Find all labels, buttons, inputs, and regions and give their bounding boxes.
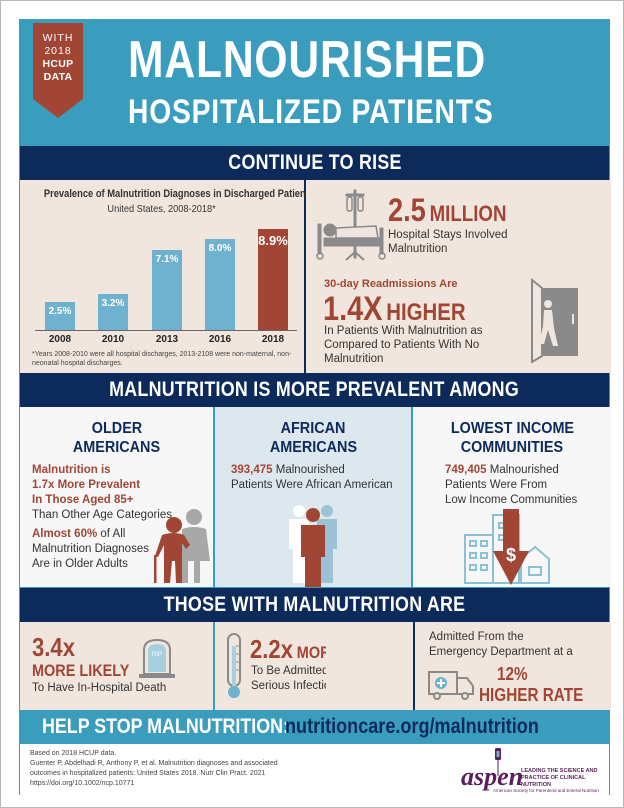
section-title-rise: CONTINUE TO RISE — [20, 146, 609, 180]
svg-text:RIP: RIP — [152, 652, 162, 658]
death-stat-text: To Have In-Hospital Death — [32, 682, 167, 694]
chart-title: Prevalence of Malnutrition Diagnoses in … — [43, 188, 315, 200]
x-tick-label: 2016 — [208, 334, 232, 345]
prevalence-chart: Prevalence of Malnutrition Diagnoses in … — [20, 180, 315, 373]
door-exit-icon — [531, 278, 578, 363]
infographic-frame: WITH 2018 HCUP DATA MALNOURISHED HOSPITA… — [19, 19, 611, 796]
header: WITH 2018 HCUP DATA MALNOURISHED HOSPITA… — [20, 20, 609, 146]
african-americans-title: AFRICAN — [280, 420, 346, 437]
chart-bar: 2.5% — [45, 302, 75, 330]
death-stat-unit: MORE LIKELY — [32, 661, 130, 680]
bar-value-label: 8.9% — [258, 233, 288, 248]
older-americans-share: Almost 60% of All Malnutrition Diagnoses… — [32, 528, 149, 570]
low-income-panel: LOWEST INCOME COMMUNITIES 749,405 Malnou… — [413, 407, 611, 587]
ribbon-line: DATA — [43, 71, 73, 83]
cta-url-link[interactable]: nutritioncare.org/malnutrition — [285, 715, 539, 738]
infection-outcome-panel — [215, 622, 326, 710]
section-title-text: THOSE WITH MALNUTRITION ARE — [163, 593, 466, 616]
hcup-data-ribbon: WITH 2018 HCUP DATA — [33, 23, 83, 118]
x-axis-line — [35, 330, 297, 331]
footer: Based on 2018 HCUP data. Guenter P, Abde… — [20, 744, 609, 796]
x-tick-label: 2018 — [261, 334, 285, 345]
african-americans-title: AMERICANS — [269, 439, 357, 456]
rise-section: Prevalence of Malnutrition Diagnoses in … — [20, 180, 611, 373]
elderly-caregiver-icon — [154, 509, 210, 583]
section-title-text: MALNUTRITION IS MORE PREVALENT AMONG — [109, 378, 520, 401]
death-stat-number: 3.4x — [32, 632, 76, 662]
section-title-outcomes: THOSE WITH MALNUTRITION ARE — [20, 588, 609, 622]
ambulance-icon — [428, 671, 474, 700]
references: Based on 2018 HCUP data. Guenter P, Abde… — [30, 749, 330, 789]
older-americans-panel: OLDER AMERICANS Malnutrition is 1.7x Mor… — [20, 407, 213, 587]
older-americans-title: AMERICANS — [72, 439, 161, 456]
chart-bar: 8.0% — [205, 239, 235, 330]
reference-line: Guenter P, Abdelhadi R, Anthony P, et al… — [30, 760, 278, 767]
bar-value-label: 2.5% — [48, 306, 72, 317]
people-group-icon — [289, 505, 337, 587]
low-income-stat: 749,405 Malnourished Patients Were From … — [445, 464, 578, 506]
ed-stat-number: 12% — [497, 664, 528, 684]
x-tick-label: 2013 — [155, 334, 179, 345]
stats-panel: 2.5 MILLION Hospital Stays Involved Maln… — [306, 180, 611, 373]
prevalent-section: OLDER AMERICANS Malnutrition is 1.7x Mor… — [20, 407, 611, 587]
call-to-action-bar: HELP STOP MALNUTRITION: nutritioncare.or… — [20, 710, 609, 744]
african-americans-panel: AFRICAN AMERICANS 393,475 Malnourished P… — [215, 407, 411, 587]
readmissions-text: In Patients With Malnutrition as Compare… — [324, 325, 483, 365]
logo-tagline: LEADING THE SCIENCE AND PRACTICE OF CLINI… — [521, 768, 598, 788]
bar-value-label: 7.1% — [155, 254, 179, 265]
page-title-line1: MALNOURISHED — [128, 31, 487, 89]
ribbon-line: WITH — [42, 32, 74, 44]
bar-value-label: 8.0% — [208, 243, 232, 254]
cta-label: HELP STOP MALNUTRITION: — [42, 715, 289, 738]
african-americans-stat: 393,475 Malnourished Patients Were Afric… — [231, 464, 393, 491]
ed-stat-unit: HIGHER RATE — [479, 685, 584, 705]
hospital-bed-icon — [316, 189, 386, 261]
logo-fullname: American Society for Parenteral and Ente… — [493, 788, 599, 793]
ed-outcome-panel: Admitted From the Emergency Department at… — [413, 622, 611, 710]
chart-bar: 3.2% — [98, 294, 128, 330]
thermometer-icon — [227, 633, 241, 698]
outcomes-section: 3.4x MORE LIKELY To Have In-Hospital Dea… — [20, 622, 611, 710]
section-title-text: CONTINUE TO RISE — [227, 151, 402, 174]
chart-bar: 8.9% — [258, 229, 288, 330]
older-americans-stat: Malnutrition is 1.7x More Prevalent In T… — [32, 464, 172, 521]
hospital-stays-text: Hospital Stays Involved Malnutrition — [388, 229, 508, 255]
x-tick-label: 2008 — [48, 334, 72, 345]
readmissions-stat: 1.4X HIGHER — [323, 290, 466, 328]
tombstone-icon: RIP — [139, 638, 175, 678]
aspen-logo: aspen LEADING THE SCIENCE AND PRACTICE OF… — [455, 748, 615, 794]
reference-doi-link[interactable]: https://doi.org/10.1002/ncp.10771 — [30, 780, 135, 787]
page-title-line2: HOSPITALIZED PATIENTS — [128, 93, 494, 131]
x-tick-label: 2010 — [101, 334, 125, 345]
hospital-stays-stat: 2.5 MILLION — [388, 192, 507, 228]
section-title-prevalent: MALNUTRITION IS MORE PREVALENT AMONG — [20, 373, 609, 407]
low-income-title: LOWEST INCOME — [450, 420, 574, 437]
svg-text:$: $ — [506, 545, 516, 565]
feeding-bottle-icon — [495, 748, 501, 776]
reference-line: outcomes in hospitalized patients: Unite… — [30, 770, 266, 777]
death-outcome-panel: 3.4x MORE LIKELY To Have In-Hospital Dea… — [20, 622, 213, 710]
bar-value-label: 3.2% — [101, 298, 125, 309]
income-decline-buildings-icon: $ — [464, 509, 550, 585]
older-americans-title: OLDER — [91, 420, 142, 437]
ribbon-line: 2018 — [44, 45, 72, 57]
chart-subtitle: United States, 2008-2018* — [107, 203, 217, 215]
chart-plot-area: 2.5% 3.2% 7.1% 8.0% 8.9% — [35, 220, 300, 330]
ed-stat-text: Admitted From the Emergency Department at… — [429, 631, 573, 658]
chart-bar: 7.1% — [152, 250, 182, 330]
readmissions-label: 30-day Readmissions Are — [324, 278, 458, 290]
logo-wordmark: aspen — [461, 762, 524, 791]
ribbon-line: HCUP — [42, 58, 74, 70]
low-income-title: COMMUNITIES — [460, 439, 564, 456]
reference-line: Based on 2018 HCUP data. — [30, 750, 117, 757]
chart-footnote: *Years 2008-2010 were all hospital disch… — [32, 351, 292, 367]
